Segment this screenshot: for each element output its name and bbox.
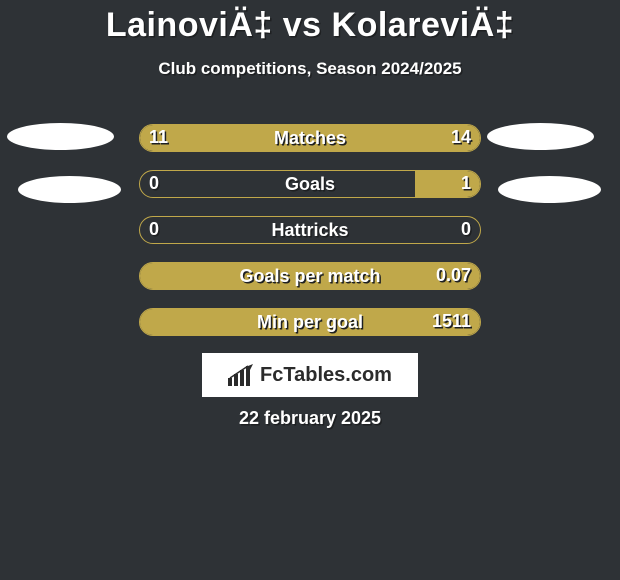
stat-value-left: 0 <box>149 219 159 240</box>
logo-box: FcTables.com <box>202 353 418 397</box>
bar-chart-icon <box>228 364 254 386</box>
stat-row: Min per goal1511 <box>0 308 620 338</box>
stat-label: Matches <box>140 128 480 149</box>
date-label: 22 february 2025 <box>0 408 620 429</box>
stat-value-right: 14 <box>451 127 471 148</box>
stat-bar-track: Hattricks <box>139 216 481 244</box>
stat-value-right: 0 <box>461 219 471 240</box>
comparison-card: LainoviÄ‡ vs KolareviÄ‡ Club competition… <box>0 0 620 580</box>
stat-row: Hattricks0 0 <box>0 216 620 246</box>
stat-value-right: 1 <box>461 173 471 194</box>
vs-separator: vs <box>283 6 322 44</box>
stat-label: Min per goal <box>140 312 480 333</box>
page-title: LainoviÄ‡ vs KolareviÄ‡ <box>0 0 620 45</box>
subtitle: Club competitions, Season 2024/2025 <box>0 59 620 79</box>
stat-row: Goals0 1 <box>0 170 620 200</box>
logo: FcTables.com <box>228 364 392 387</box>
stats-bars: Matches1114Goals01Hattricks00Goals per m… <box>0 124 620 354</box>
stat-label: Hattricks <box>140 220 480 241</box>
stat-value-left: 0 <box>149 173 159 194</box>
stat-bar-track: Goals per match <box>139 262 481 290</box>
stat-value-right: 1511 <box>432 311 471 332</box>
stat-row: Matches11 14 <box>0 124 620 154</box>
stat-value-right: 0.07 <box>436 265 471 286</box>
stat-row: Goals per match0.07 <box>0 262 620 292</box>
stat-value-left: 11 <box>149 127 168 148</box>
stat-bar-track: Matches <box>139 124 481 152</box>
player-left-name: LainoviÄ‡ <box>106 6 273 44</box>
logo-text: FcTables.com <box>260 364 392 387</box>
stat-label: Goals per match <box>140 266 480 287</box>
stat-bar-track: Min per goal <box>139 308 481 336</box>
stat-label: Goals <box>140 174 480 195</box>
player-right-name: KolareviÄ‡ <box>332 6 515 44</box>
stat-bar-track: Goals <box>139 170 481 198</box>
